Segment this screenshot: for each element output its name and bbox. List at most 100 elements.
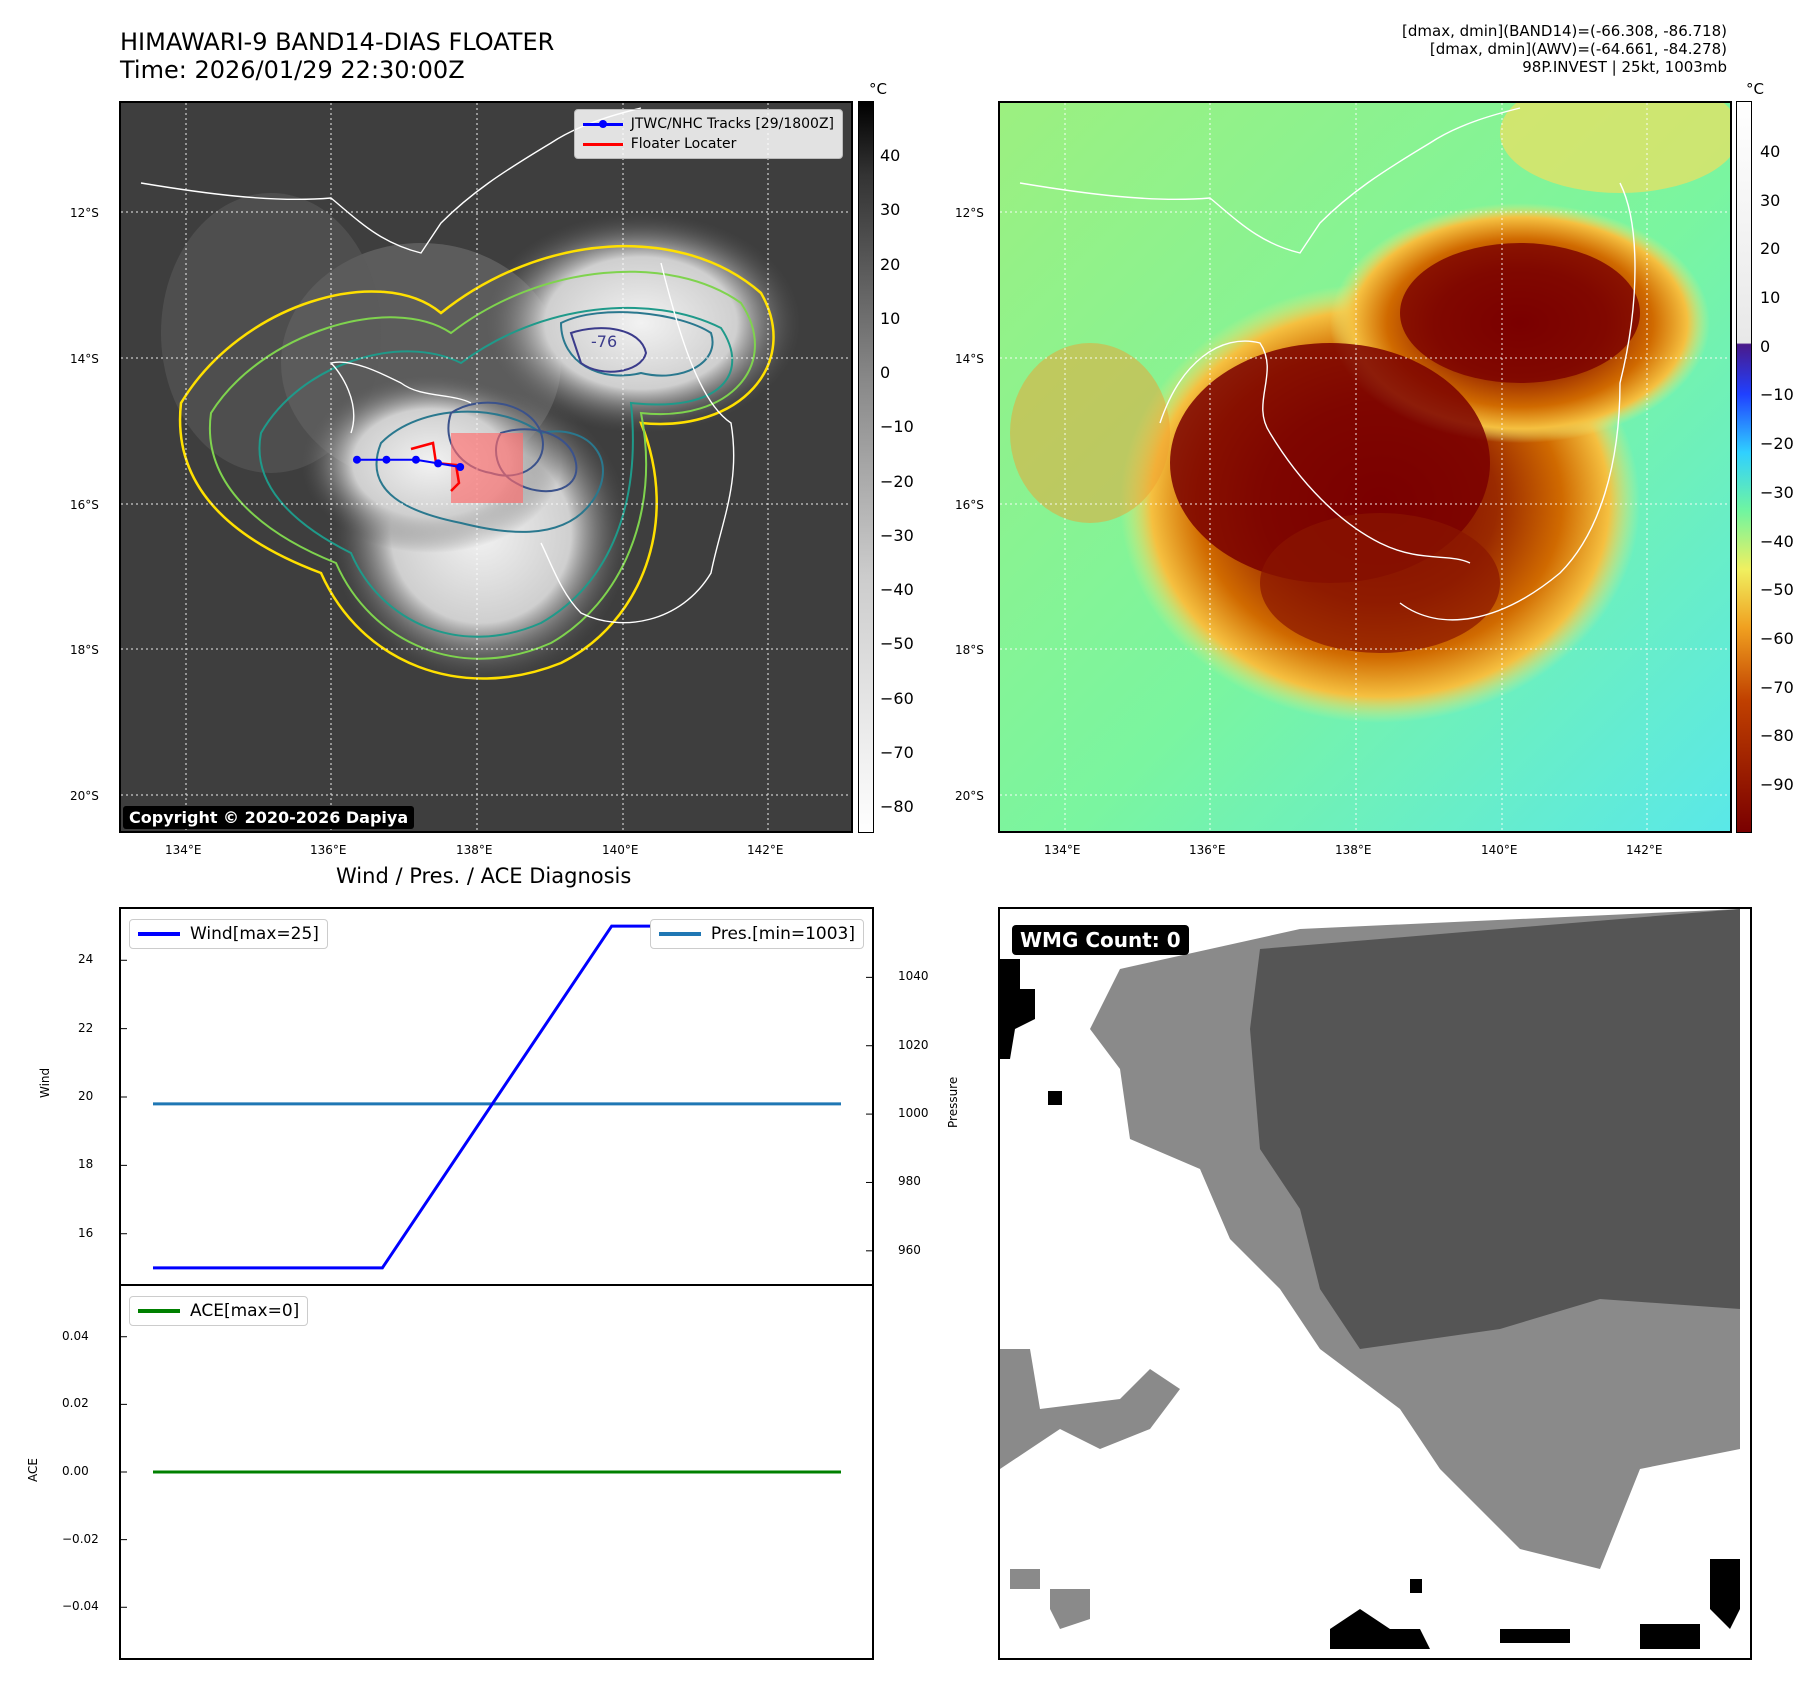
wind-tick-label: 18 [78,1157,94,1172]
legend-swatch-pres [658,932,701,936]
track-point [456,463,465,471]
wmg-svg [1000,909,1740,1649]
wind-pres-panel: Wind[max=25] Pres.[min=1003] [119,907,874,1287]
wind-tick-label: 22 [78,1020,94,1035]
lat-tick: 12°S [70,206,99,220]
track-point [434,459,443,468]
wind-tick-label: 20 [78,1089,94,1103]
colorbar-color [1736,101,1752,833]
wind-tick-label: 16 [78,1225,94,1240]
lon-tick: 136°E [1189,843,1226,857]
lon-tick: 142°E [1626,843,1663,857]
colorbar-color-tick: −20 [1760,434,1794,454]
lon-tick: 134°E [165,843,202,857]
colorbar-gray-tick: −40 [880,580,914,599]
colorbar-color-tick: 30 [1760,190,1781,210]
map-legend: JTWC/NHC Tracks [29/1800Z] Floater Locat… [573,109,843,159]
figure-title: HIMAWARI-9 BAND14-DIAS FLOATER Time: 202… [120,28,554,84]
legend-label-pres: Pres.[min=1003] [710,924,855,944]
colorbar-gray-tick: −10 [880,417,914,437]
legend-swatch-wind [138,932,180,936]
legend-label-wind: Wind[max=25] [190,924,319,944]
pres-tick-label: 1040 [898,969,929,984]
wind-pres-svg [121,924,872,1270]
info-line-3: 98P.INVEST | 25kt, 1003mb [1522,58,1727,76]
colorbar-color-tick: 0 [1760,336,1771,356]
pres-tick-label: 980 [898,1174,921,1189]
colorbar-gray-unit: °C [869,80,887,98]
info-block: [dmax, dmin](BAND14)=(-66.308, -86.718) … [1402,22,1727,76]
colorbar-color-tick: −80 [1760,726,1794,746]
title-line-1: HIMAWARI-9 BAND14-DIAS FLOATER [120,28,555,56]
colorbar-gray-tick: −20 [880,471,914,491]
colorbar-gray-tick: −30 [880,525,914,545]
ace-panel: ACE[max=0] [119,1284,874,1660]
lat-tick: 18°S [70,643,99,657]
lat-tick: 18°S [955,643,984,657]
colorbar-color-tick: −90 [1760,775,1794,794]
lat-tick: 16°S [70,498,99,512]
lat-tick: 20°S [70,789,99,803]
pres-tick-label: 1020 [898,1037,929,1052]
lon-tick: 136°E [310,843,347,857]
colorbar-gray-tick: 30 [880,200,901,220]
lat-tick: 16°S [955,498,984,512]
wind-axis-label: Wind [38,1067,52,1098]
lat-tick: 20°S [955,789,984,803]
ace-tick-label: 0.02 [62,1396,89,1411]
lon-tick: 138°E [456,843,493,857]
contour-label: -76 [591,332,617,351]
colorbar-color-tick: −50 [1760,580,1794,600]
track-line [352,455,465,471]
colorbar-color-tick: −60 [1760,628,1794,648]
track-point [352,455,361,464]
colorbar-gray-tick: 20 [880,254,901,274]
ace-axis-label: ACE [26,1458,40,1482]
lon-tick: 134°E [1044,843,1081,857]
ace-tick-label: 0.04 [62,1328,89,1343]
pres-tick-label: 1000 [898,1106,929,1121]
lon-tick: 140°E [1481,843,1518,857]
colorbar-gray-tick: −60 [880,688,914,708]
color-map-panel [998,101,1732,833]
ace-tick-label: −0.04 [62,1599,99,1614]
info-line-2: [dmax, dmin](AWV)=(-64.661, -84.278) [1429,40,1727,58]
colorbar-gray-tick: 40 [880,146,901,165]
colorbar-color-tick: −40 [1760,531,1794,551]
legend-item-floater: Floater Locater [582,134,834,154]
colorbar-gray-tick: −80 [880,797,914,816]
colorbar-color-tick: −30 [1760,482,1794,502]
legend-item-tracks: JTWC/NHC Tracks [29/1800Z] [582,114,834,134]
ir-map-svg: -76 [121,103,851,831]
legend-pres: Pres.[min=1003] [649,919,864,949]
wmg-panel: WMG Count: 0 [998,907,1752,1660]
diagnosis-title: Wind / Pres. / ACE Diagnosis [336,864,632,888]
lat-tick: 14°S [70,352,99,366]
colorbar-gray [858,101,874,833]
color-map-svg [1000,103,1730,831]
ir-map-panel: -76 JTWC/NHC Tracks [29/1800Z] Floater L… [119,101,853,833]
colorbar-color-tick: 20 [1760,239,1781,259]
lon-tick: 138°E [1335,843,1372,857]
colorbar-gray-tick: 0 [880,363,891,382]
lon-tick: 140°E [602,843,639,857]
colorbar-color-unit: °C [1746,80,1764,98]
wmg-count-badge: WMG Count: 0 [1012,925,1189,955]
legend-wind: Wind[max=25] [129,919,328,949]
ace-svg [121,1336,841,1608]
colorbar-gray-tick: 10 [880,308,901,328]
legend-label-ace: ACE[max=0] [190,1301,300,1321]
colorbar-color-tick: −70 [1760,677,1794,697]
track-point [411,455,420,464]
colorbar-gray-tick: −50 [880,634,914,654]
colorbar-color-tick: 10 [1760,288,1781,308]
track-point [382,455,391,464]
title-line-2: Time: 2026/01/29 22:30:00Z [120,56,465,84]
lon-tick: 142°E [747,843,784,857]
legend-swatch-ace [138,1309,180,1313]
pressure-axis-label: Pressure [946,1076,960,1128]
colorbar-gray-tick: −70 [880,742,914,762]
colorbar-color-tick: −10 [1760,385,1794,405]
colorbar-color-tick: 40 [1760,142,1781,161]
lat-tick: 12°S [955,206,984,220]
